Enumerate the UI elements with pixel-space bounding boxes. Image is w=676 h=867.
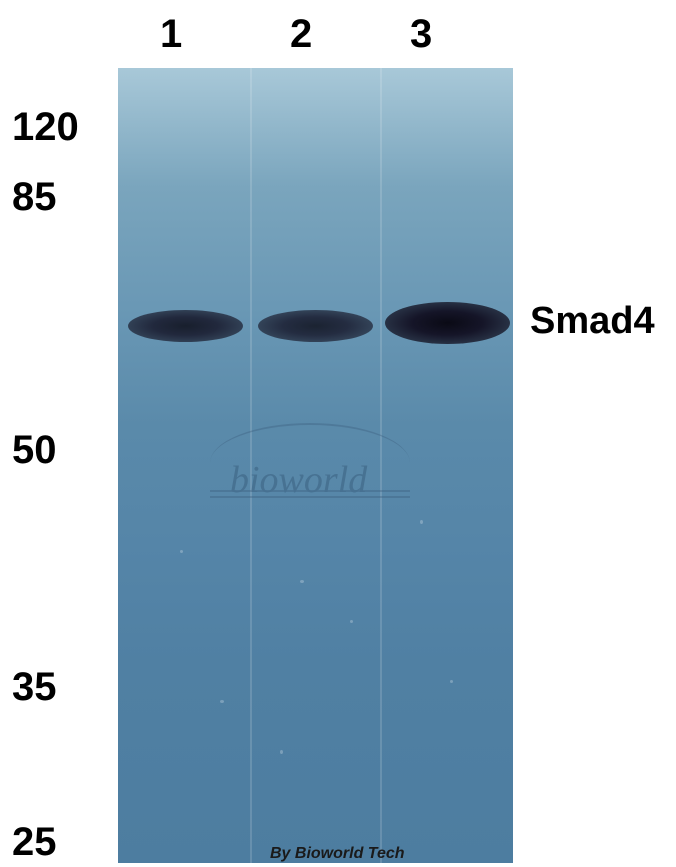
blot-speckle [220,700,224,703]
blot-container: 1 2 3 120 85 50 35 25 Smad4 bioworld By … [0,0,676,867]
lane-number-3: 3 [410,12,432,57]
lane-number-2: 2 [290,12,312,57]
mw-marker-85: 85 [12,175,57,220]
blot-speckle [450,680,453,683]
blot-speckle [180,550,183,553]
blot-speckle [300,580,304,583]
band-lane-3 [385,302,510,344]
blot-speckle [280,750,283,754]
protein-label: Smad4 [530,300,655,343]
mw-marker-35: 35 [12,665,57,710]
lane-number-1: 1 [160,12,182,57]
watermark-text: bioworld [230,458,367,502]
mw-marker-120: 120 [12,105,79,150]
mw-marker-25: 25 [12,820,57,865]
mw-marker-50: 50 [12,428,57,473]
band-lane-2 [258,310,373,342]
blot-speckle [420,520,423,524]
watermark: bioworld [200,418,420,528]
blot-speckle [350,620,353,623]
footer-credit: By Bioworld Tech [270,845,405,863]
band-lane-1 [128,310,243,342]
